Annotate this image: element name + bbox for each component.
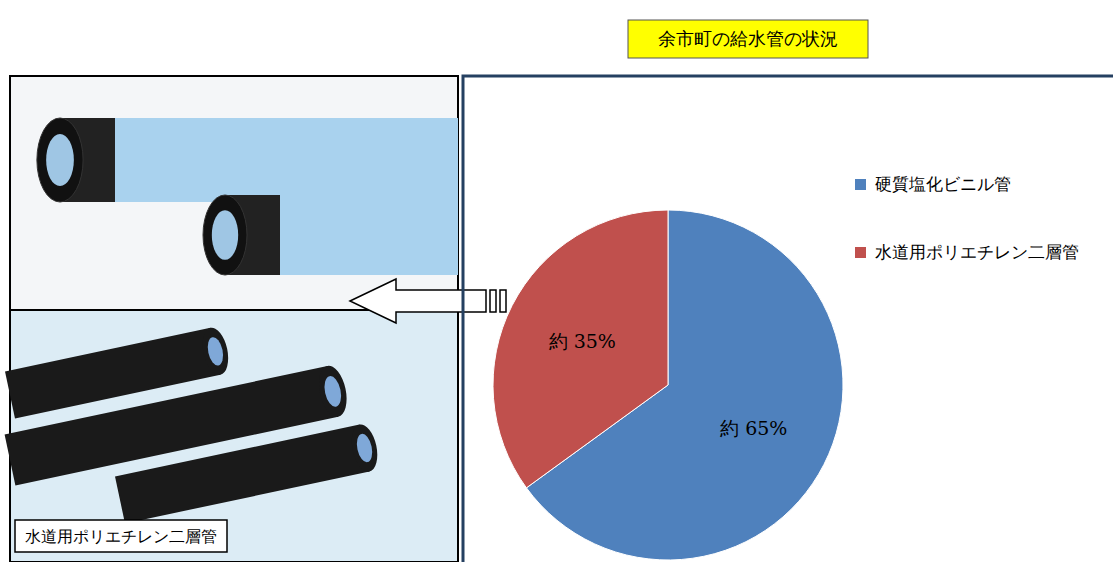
svg-text:水道用ポリエチレン二層管: 水道用ポリエチレン二層管: [25, 527, 217, 546]
svg-text:約 65%: 約 65%: [720, 417, 787, 439]
svg-text:約 35%: 約 35%: [549, 330, 616, 352]
svg-text:硬質塩化ビニル管: 硬質塩化ビニル管: [875, 174, 1011, 194]
svg-text:水道用ポリエチレン二層管: 水道用ポリエチレン二層管: [875, 242, 1079, 262]
svg-text:余市町の給水管の状況: 余市町の給水管の状況: [658, 28, 838, 49]
